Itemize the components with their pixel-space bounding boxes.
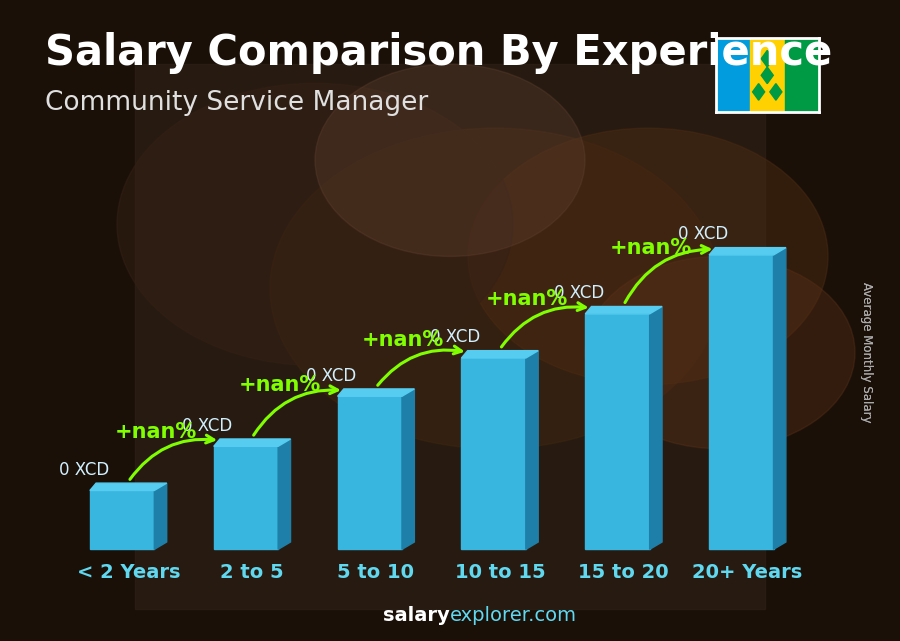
Text: 0 XCD: 0 XCD [554,284,604,302]
Bar [785,38,819,112]
Circle shape [315,64,585,256]
FancyArrowPatch shape [501,303,585,347]
Polygon shape [402,389,414,549]
Text: 0 XCD: 0 XCD [58,461,109,479]
Polygon shape [650,306,662,549]
Bar [709,255,773,549]
Text: +nan%: +nan% [486,289,568,309]
Text: 0 XCD: 0 XCD [183,417,233,435]
Text: 0 XCD: 0 XCD [306,367,356,385]
Text: explorer.com: explorer.com [450,606,577,625]
Polygon shape [154,483,166,549]
Polygon shape [770,83,782,100]
Text: 15 to 20: 15 to 20 [579,563,669,581]
Text: < 2 Years: < 2 Years [76,563,180,581]
Circle shape [117,83,513,365]
Polygon shape [278,439,291,549]
Text: 20+ Years: 20+ Years [692,563,803,581]
Bar [750,38,785,112]
FancyArrowPatch shape [378,346,462,385]
Text: 0 XCD: 0 XCD [678,225,728,243]
Bar [462,358,526,549]
Circle shape [270,128,720,449]
FancyArrowPatch shape [254,386,338,435]
Bar [716,38,750,112]
Polygon shape [90,483,166,490]
Polygon shape [338,389,414,396]
Text: Average Monthly Salary: Average Monthly Salary [860,282,872,423]
Polygon shape [709,247,786,255]
Text: Salary Comparison By Experience: Salary Comparison By Experience [45,32,832,74]
Text: +nan%: +nan% [362,330,445,351]
Text: +nan%: +nan% [114,422,197,442]
Bar [135,64,765,609]
Text: Average Monthly Salary: Average Monthly Salary [860,282,872,423]
Polygon shape [761,67,773,83]
Polygon shape [214,439,291,446]
Text: 2 to 5: 2 to 5 [220,563,284,581]
Text: salary: salary [383,606,450,625]
Bar [214,446,278,549]
FancyArrowPatch shape [625,246,709,303]
Polygon shape [526,351,538,549]
Text: 5 to 10: 5 to 10 [338,563,415,581]
Bar [90,490,154,549]
Bar [585,314,650,549]
Polygon shape [585,306,662,314]
Text: 10 to 15: 10 to 15 [454,563,545,581]
Polygon shape [462,351,538,358]
Polygon shape [773,247,786,549]
Text: +nan%: +nan% [238,374,320,394]
Text: +nan%: +nan% [610,238,692,258]
Text: Community Service Manager: Community Service Manager [45,90,428,116]
FancyArrowPatch shape [130,435,214,479]
Circle shape [585,256,855,449]
Polygon shape [761,51,773,67]
Circle shape [468,128,828,385]
Polygon shape [752,83,765,100]
Bar [338,396,402,549]
Text: 0 XCD: 0 XCD [430,328,481,346]
